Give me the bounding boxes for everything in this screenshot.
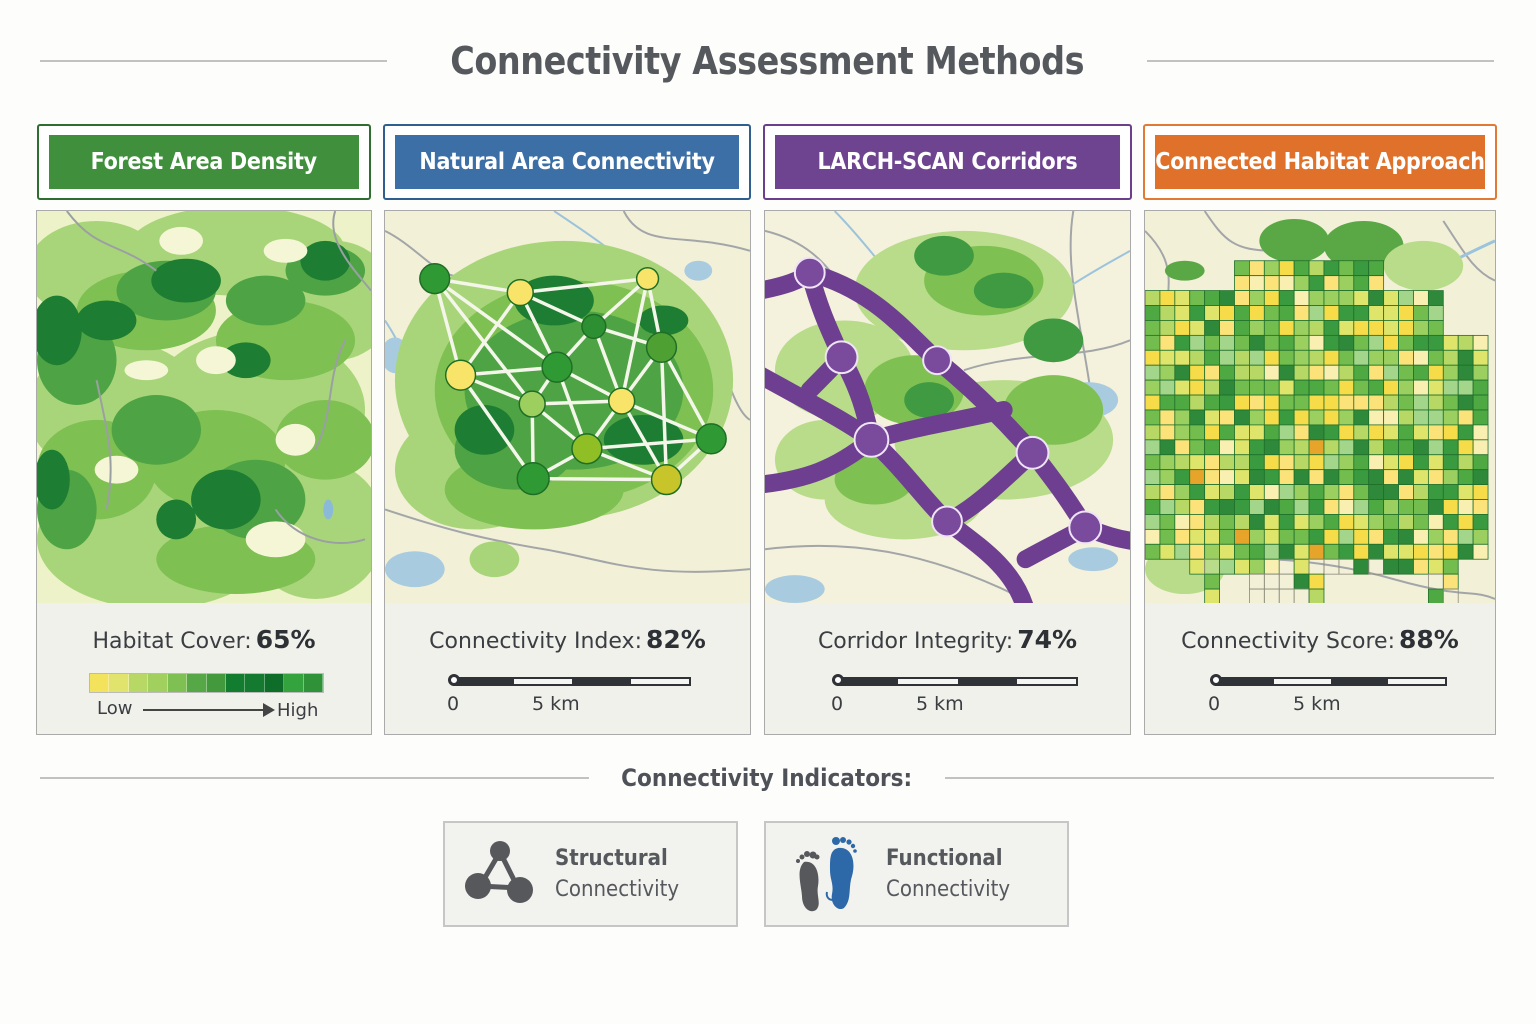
connectivity-index-metric: Connectivity Index: 82% bbox=[385, 625, 750, 654]
method-header-larch-scan-corridors: LARCH-SCAN Corridors bbox=[763, 124, 1132, 200]
metric-value: 88% bbox=[1399, 625, 1459, 654]
page-title-row: Connectivity Assessment Methods bbox=[40, 36, 1494, 86]
legend-swatch bbox=[167, 674, 188, 692]
indicator-title: Structural bbox=[555, 846, 668, 871]
indicators-heading: Connectivity Indicators: bbox=[621, 764, 913, 792]
method-title: Connected Habitat Approach bbox=[1155, 149, 1485, 175]
legend-low-label: Low bbox=[97, 698, 133, 719]
scale-mid-label: 5 km bbox=[1293, 693, 1341, 715]
method-info-natural-area-connectivity: Connectivity Index: 82% 0 5 km bbox=[384, 603, 751, 735]
legend-swatch bbox=[109, 674, 129, 692]
density-map-graphic bbox=[37, 211, 371, 603]
scale-mid-label: 5 km bbox=[532, 693, 580, 715]
scale-bar bbox=[832, 674, 1078, 686]
legend-swatch bbox=[284, 674, 304, 692]
corridor-map-graphic bbox=[765, 211, 1130, 603]
legend-swatch bbox=[90, 674, 110, 692]
method-info-forest-area-density: Habitat Cover: 65% Low High bbox=[36, 603, 372, 735]
method-header-natural-area-connectivity: Natural Area Connectivity bbox=[383, 124, 751, 200]
method-header-forest-area-density: Forest Area Density bbox=[37, 124, 371, 200]
habitat-cover-color-legend bbox=[89, 673, 324, 693]
legend-swatch bbox=[303, 674, 324, 692]
method-title: LARCH-SCAN Corridors bbox=[817, 149, 1078, 175]
grid-map bbox=[1144, 210, 1496, 604]
indicator-subtitle: Connectivity bbox=[555, 877, 680, 902]
network-map-graphic bbox=[385, 211, 750, 603]
density-map bbox=[36, 210, 372, 604]
indicators-divider-right bbox=[944, 777, 1494, 779]
legend-swatch bbox=[128, 674, 149, 692]
legend-arrow-icon bbox=[143, 703, 275, 717]
indicators-heading-row: Connectivity Indicators: bbox=[40, 758, 1494, 798]
scale-start-label: 0 bbox=[447, 693, 460, 715]
page-title: Connectivity Assessment Methods bbox=[450, 39, 1084, 83]
method-info-connected-habitat-approach: Connectivity Score: 88% 0 5 km bbox=[1144, 603, 1496, 735]
indicators-divider-left bbox=[40, 777, 590, 779]
legend-high-label: High bbox=[277, 700, 319, 721]
indicator-title: Functional bbox=[886, 846, 1003, 871]
legend-swatch bbox=[148, 674, 168, 692]
corridor-integrity-metric: Corridor Integrity: 74% bbox=[765, 625, 1130, 654]
scale-mid-label: 5 km bbox=[916, 693, 964, 715]
scale-start-label: 0 bbox=[831, 693, 844, 715]
indicator-subtitle: Connectivity bbox=[886, 877, 1011, 902]
metric-label: Connectivity Score: bbox=[1181, 629, 1396, 654]
metric-value: 82% bbox=[645, 625, 706, 654]
title-divider-right bbox=[1147, 60, 1494, 62]
method-title: Natural Area Connectivity bbox=[419, 149, 715, 175]
scale-bar bbox=[448, 674, 691, 686]
metric-label: Corridor Integrity: bbox=[817, 629, 1014, 654]
habitat-cover-metric: Habitat Cover: 65% bbox=[37, 625, 371, 654]
metric-value: 74% bbox=[1017, 625, 1078, 654]
corridor-map bbox=[764, 210, 1131, 604]
grid-map-graphic bbox=[1145, 211, 1495, 603]
legend-swatch bbox=[245, 674, 265, 692]
footprints-icon bbox=[766, 823, 886, 925]
legend-swatch bbox=[187, 674, 207, 692]
metric-label: Connectivity Index: bbox=[429, 629, 642, 654]
network-map bbox=[384, 210, 751, 604]
legend-swatch bbox=[264, 674, 285, 692]
indicator-functional-connectivity: Functional Connectivity bbox=[764, 821, 1069, 927]
legend-swatch bbox=[206, 674, 226, 692]
connectivity-score-metric: Connectivity Score: 88% bbox=[1145, 625, 1495, 654]
metric-value: 65% bbox=[255, 625, 316, 654]
network-triangle-icon bbox=[445, 823, 555, 925]
metric-label: Habitat Cover: bbox=[92, 629, 252, 654]
title-divider-left bbox=[40, 60, 387, 62]
method-title: Forest Area Density bbox=[90, 149, 318, 175]
indicator-structural-connectivity: Structural Connectivity bbox=[443, 821, 738, 927]
scale-bar bbox=[1210, 674, 1447, 686]
scale-start-label: 0 bbox=[1208, 693, 1221, 715]
method-info-larch-scan-corridors: Corridor Integrity: 74% 0 5 km bbox=[764, 603, 1131, 735]
method-header-connected-habitat-approach: Connected Habitat Approach bbox=[1143, 124, 1497, 200]
legend-swatch bbox=[225, 674, 246, 692]
